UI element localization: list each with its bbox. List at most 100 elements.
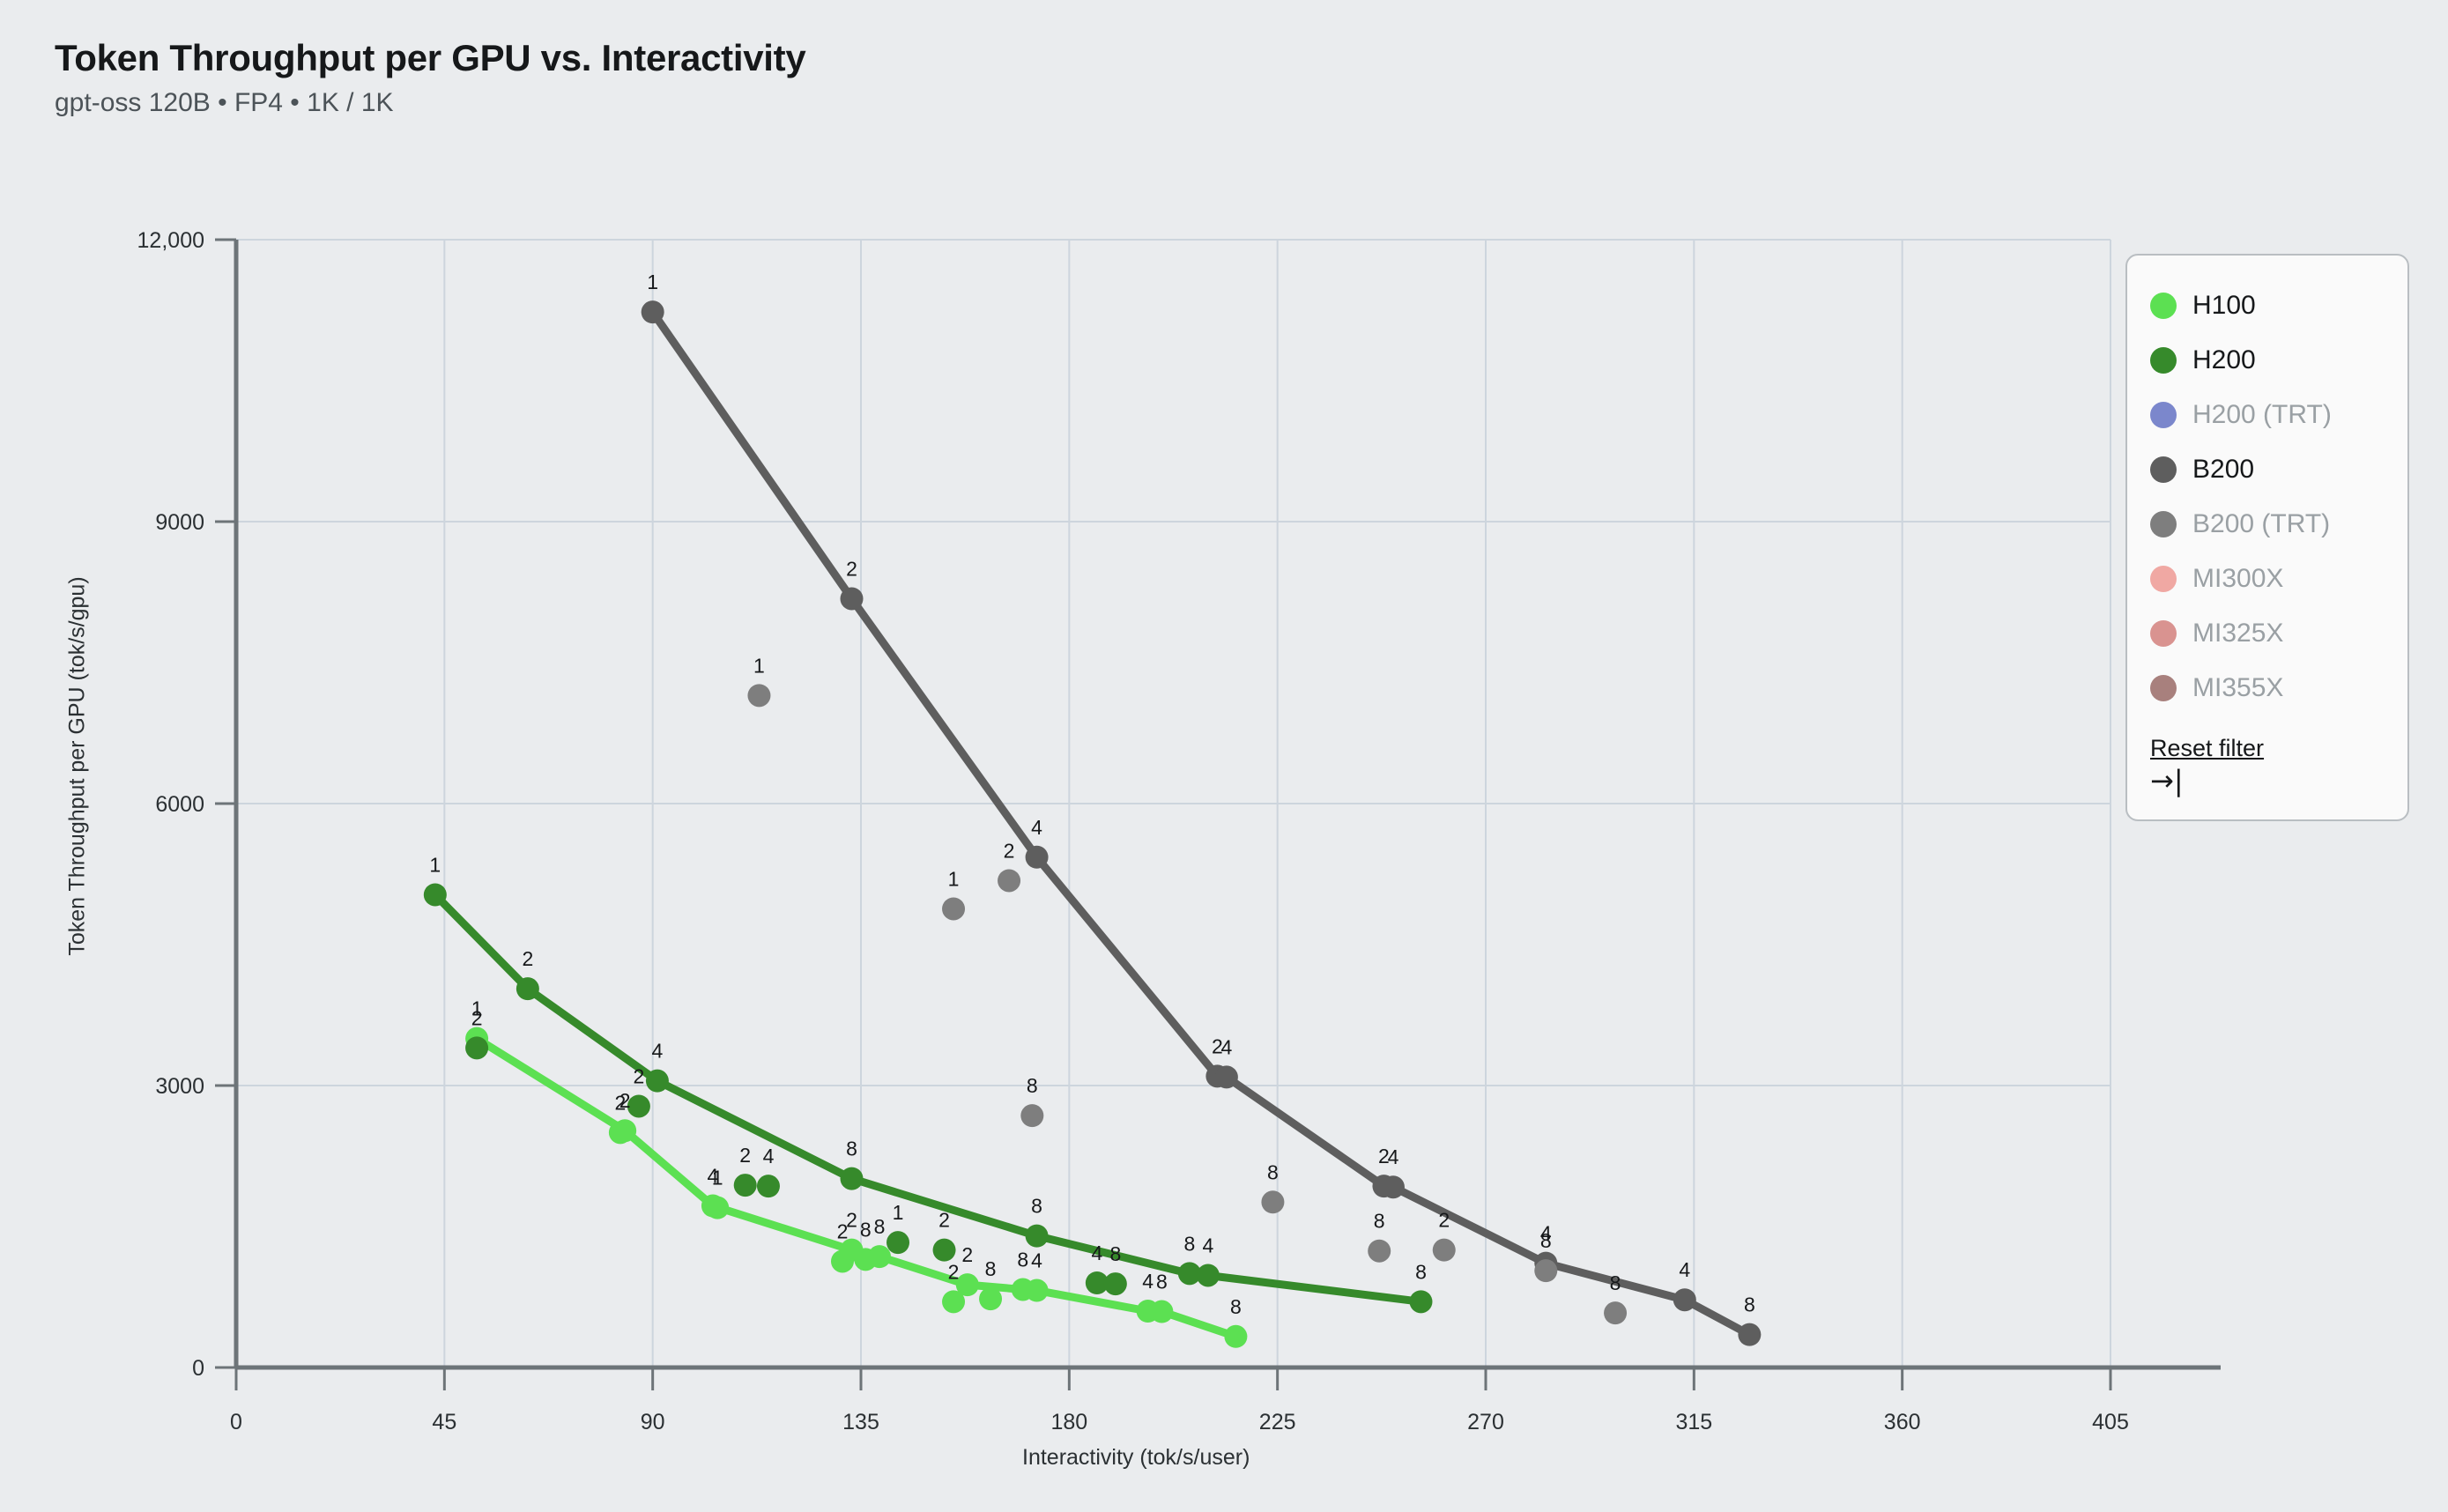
reset-filter-link[interactable]: Reset filter: [2150, 735, 2265, 761]
chart-header: Token Throughput per GPU vs. Interactivi…: [55, 37, 806, 119]
data-point-label-b200: 8: [1744, 1293, 1755, 1316]
data-point-b200[interactable]: [1214, 1065, 1238, 1089]
x-tick-label: 180: [1050, 1410, 1087, 1434]
data-point-b200-trt[interactable]: [1432, 1238, 1456, 1262]
data-point-h100-scatter[interactable]: [854, 1248, 878, 1271]
legend-item-h200-trt[interactable]: H200 (TRT): [2150, 388, 2388, 442]
x-tick-label: 0: [230, 1410, 242, 1434]
data-point-h200-scatter[interactable]: [465, 1036, 489, 1060]
arrow-to-bar-icon[interactable]: →|: [2150, 764, 2184, 797]
data-point-h100-scatter[interactable]: [942, 1290, 966, 1314]
legend-item-mi355x[interactable]: MI355X: [2150, 661, 2388, 715]
data-point-h100[interactable]: [1150, 1300, 1174, 1323]
data-point-label-h100-scatter: 8: [860, 1218, 872, 1241]
data-point-label-h100: 8: [874, 1215, 886, 1238]
data-point-h200[interactable]: [1196, 1264, 1220, 1287]
x-tick-label: 135: [842, 1410, 879, 1434]
data-point-b200-trt[interactable]: [747, 684, 771, 708]
data-point-label-h200: 8: [1415, 1260, 1427, 1283]
data-point-b200-trt[interactable]: [1604, 1301, 1628, 1325]
data-point-h200-scatter[interactable]: [1085, 1271, 1109, 1294]
data-point-label-b200: 1: [647, 271, 658, 293]
x-axis-title: Interactivity (tok/s/user): [1022, 1445, 1250, 1470]
data-point-label-b200: 4: [1679, 1258, 1690, 1281]
y-tick-label: 3000: [155, 1074, 204, 1099]
data-point-label-h200-scatter: 2: [471, 1006, 483, 1029]
data-point-label-b200-trt: 8: [1027, 1074, 1038, 1097]
data-point-label-h200-scatter: 2: [938, 1209, 950, 1232]
series-line-b200: [649, 308, 1754, 1339]
data-point-label-h200-scatter: 8: [1109, 1242, 1121, 1265]
data-point-b200-trt[interactable]: [1020, 1104, 1044, 1128]
legend-item-h100[interactable]: H100: [2150, 278, 2388, 333]
data-point-b200-trt[interactable]: [1534, 1259, 1558, 1283]
data-point-b200[interactable]: [840, 587, 864, 611]
data-point-label-h200-scatter: 4: [763, 1145, 775, 1167]
data-point-b200-trt[interactable]: [1261, 1190, 1285, 1214]
legend-item-label: H100: [2192, 291, 2256, 320]
data-point-h200-scatter[interactable]: [1103, 1272, 1127, 1296]
data-point-label-b200-trt: 8: [1267, 1160, 1279, 1183]
data-point-h200-scatter[interactable]: [932, 1238, 956, 1262]
legend-swatch-icon: [2150, 620, 2177, 647]
data-point-label-h200: 8: [1031, 1195, 1042, 1218]
data-point-h200[interactable]: [645, 1069, 669, 1093]
legend-item-label: B200 (TRT): [2192, 509, 2331, 538]
x-tick-label: 360: [1884, 1410, 1921, 1434]
data-point-h200-scatter[interactable]: [733, 1174, 757, 1197]
data-point-h100[interactable]: [955, 1273, 979, 1297]
data-point-label-h100: 2: [619, 1089, 631, 1112]
data-point-h100[interactable]: [1025, 1279, 1049, 1302]
data-point-label-h100-scatter: 2: [615, 1091, 627, 1114]
data-point-label-b200: 4: [1388, 1145, 1399, 1168]
legend-item-b200-trt[interactable]: B200 (TRT): [2150, 497, 2388, 552]
legend-item-label: H200 (TRT): [2192, 400, 2332, 429]
legend-item-mi300x[interactable]: MI300X: [2150, 552, 2388, 606]
x-tick-label: 90: [641, 1410, 665, 1434]
data-point-h200-scatter[interactable]: [627, 1094, 650, 1118]
y-tick-label: 9000: [155, 510, 204, 535]
legend-swatch-icon: [2150, 566, 2177, 592]
data-point-label-h100: 8: [1156, 1271, 1168, 1293]
legend-item-h200[interactable]: H200: [2150, 333, 2388, 388]
data-point-label-b200-trt: 8: [1374, 1210, 1385, 1233]
data-point-h200[interactable]: [840, 1167, 864, 1190]
data-point-h100-scatter[interactable]: [608, 1121, 632, 1145]
data-point-b200[interactable]: [641, 300, 664, 324]
data-point-h200[interactable]: [516, 977, 539, 1001]
data-point-h200[interactable]: [1177, 1262, 1201, 1286]
legend-item-list: H100 H200 H200 (TRT) B200 B200 (TRT) MI300X MI…: [2150, 278, 2388, 715]
data-point-h200[interactable]: [1025, 1224, 1049, 1248]
legend-item-b200[interactable]: B200: [2150, 442, 2388, 497]
legend-item-label: MI325X: [2192, 619, 2284, 648]
data-point-h100[interactable]: [1224, 1324, 1248, 1348]
data-point-label-h200-scatter: 2: [739, 1144, 751, 1167]
data-point-b200[interactable]: [1738, 1323, 1762, 1346]
data-point-h100-scatter[interactable]: [830, 1249, 854, 1273]
legend-swatch-icon: [2150, 511, 2177, 537]
data-point-label-b200-trt: 1: [753, 654, 765, 677]
data-point-b200-trt[interactable]: [1368, 1239, 1391, 1263]
data-point-h200-scatter[interactable]: [886, 1231, 910, 1255]
data-point-b200[interactable]: [1025, 845, 1049, 869]
data-point-h200[interactable]: [1409, 1290, 1433, 1314]
legend-swatch-icon: [2150, 347, 2177, 374]
data-point-label-h100: 1: [471, 997, 483, 1020]
legend-item-mi325x[interactable]: MI325X: [2150, 606, 2388, 661]
data-point-b200[interactable]: [1673, 1288, 1696, 1312]
data-point-h200-scatter[interactable]: [756, 1175, 780, 1198]
data-point-b200-trt[interactable]: [998, 869, 1021, 893]
legend-panel[interactable]: H100 H200 H200 (TRT) B200 B200 (TRT) MI300X MI…: [2125, 254, 2409, 822]
x-tick-label: 45: [432, 1410, 456, 1434]
data-point-label-h100-scatter: 2: [948, 1260, 960, 1283]
data-point-h100-scatter[interactable]: [706, 1196, 730, 1219]
chart-subtitle: gpt-oss 120B • FP4 • 1K / 1K: [55, 88, 394, 118]
data-point-b200[interactable]: [1381, 1175, 1405, 1199]
data-point-h200[interactable]: [423, 883, 447, 907]
data-point-h100-scatter[interactable]: [979, 1287, 1003, 1311]
data-point-label-h100-scatter: 1: [712, 1167, 723, 1190]
data-point-label-h100: 8: [1230, 1295, 1242, 1318]
data-point-label-b200-trt: 8: [1540, 1229, 1552, 1252]
data-point-b200-trt[interactable]: [942, 897, 966, 921]
